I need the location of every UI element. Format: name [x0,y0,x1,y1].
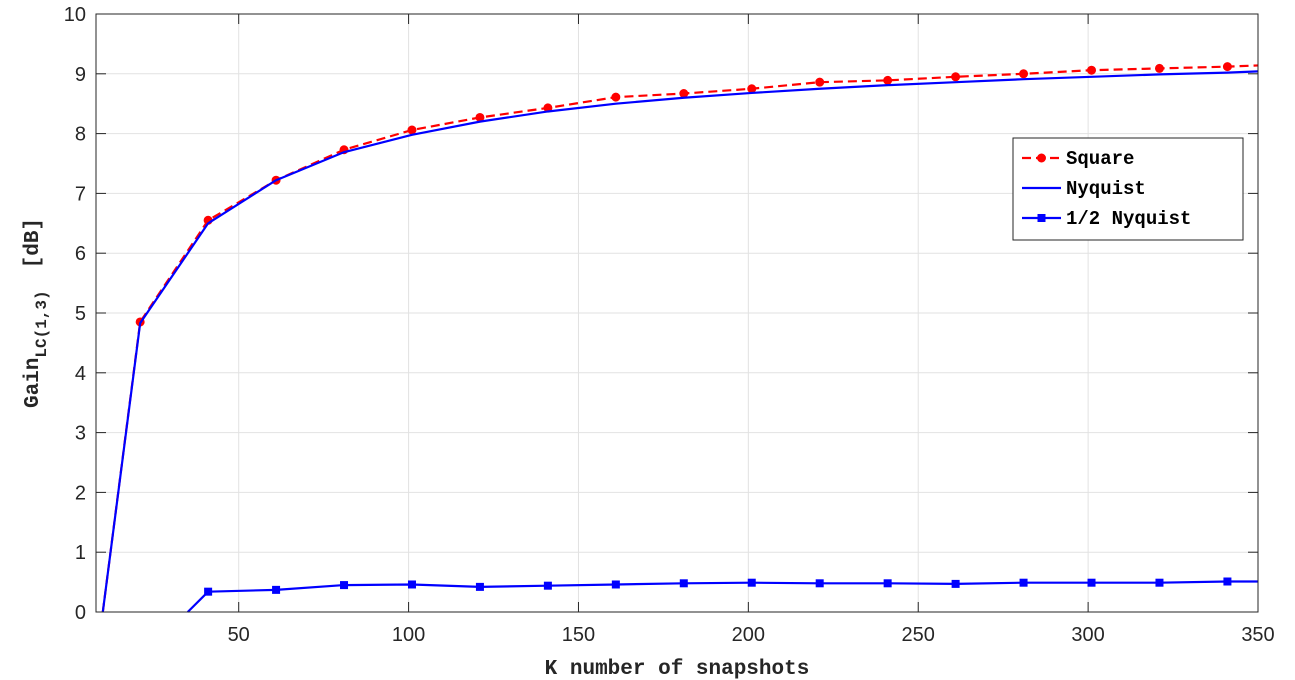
x-tick-label: 50 [228,624,250,646]
data-point-1-2-nyquist [679,579,688,588]
data-point-1-2-nyquist [407,580,416,589]
legend-label-1-2-nyquist: 1/2 Nyquist [1066,208,1191,230]
legend-item-nyquist: Nyquist [1022,178,1146,200]
data-point-square [883,75,893,85]
data-point-1-2-nyquist [747,578,756,587]
data-point-square [611,92,621,102]
data-point-square [1222,62,1232,72]
series-1-2-nyquist [186,577,1258,613]
data-point-1-2-nyquist [815,579,824,588]
data-point-1-2-nyquist [475,582,484,591]
y-tick-label: 6 [75,243,86,265]
y-axis-label-unit: [dB] [22,218,45,268]
x-axis-label: K number of snapshots [545,658,810,680]
data-point-square [1087,65,1097,75]
data-point-square [747,84,757,94]
legend-marker-square [1037,153,1046,163]
x-tick-label: 200 [732,624,765,646]
series-line-1-2-nyquist [186,580,1258,613]
legend-label-nyquist: Nyquist [1066,178,1146,200]
y-axis-label: GainLC(1,3) [dB] [22,218,51,408]
legend-item-1-2-nyquist: 1/2 Nyquist [1022,208,1191,230]
x-tick-label: 250 [902,624,935,646]
x-tick-label: 300 [1071,624,1104,646]
y-tick-label: 1 [75,542,86,564]
y-tick-label: 3 [75,423,86,445]
data-point-1-2-nyquist [1223,577,1232,586]
data-point-square [1154,63,1164,73]
data-point-1-2-nyquist [1019,578,1028,587]
legend: Square Nyquist 1/2 Nyquist [1012,137,1244,241]
y-tick-label: 2 [75,482,86,504]
y-tick-label: 9 [75,64,86,86]
legend-marker-1-2-nyquist [1037,214,1046,222]
data-point-square [407,125,417,135]
data-point-1-2-nyquist [1087,578,1096,587]
axis-ticks: 50 100 150 200 250 300 350 0 1 2 3 4 5 6 7 8 9 10 [64,4,1275,646]
y-tick-label: 7 [75,183,86,205]
data-point-1-2-nyquist [272,585,281,594]
x-tick-label: 100 [392,624,425,646]
y-tick-label: 0 [75,602,86,624]
data-point-1-2-nyquist [204,587,213,596]
legend-label-square: Square [1066,148,1134,170]
y-axis-label-main: Gain [22,358,45,408]
series-group [101,62,1259,613]
data-point-square [815,77,825,87]
data-point-1-2-nyquist [951,579,960,588]
y-tick-label: 4 [75,363,86,385]
x-tick-label: 350 [1241,624,1274,646]
series-line-nyquist [101,70,1259,613]
data-point-1-2-nyquist [883,579,892,588]
y-tick-label: 8 [75,124,86,146]
y-tick-label: 10 [64,4,86,26]
data-point-1-2-nyquist [543,581,552,590]
data-point-square [951,72,961,82]
data-point-square [679,89,689,99]
data-point-1-2-nyquist [1155,578,1164,587]
x-tick-label: 150 [562,624,595,646]
y-axis-label-subscript: LC(1,3) [33,290,51,357]
data-point-1-2-nyquist [340,581,349,590]
legend-item-square: Square [1022,148,1134,170]
series-nyquist [101,70,1259,613]
y-tick-label: 5 [75,303,86,325]
data-point-1-2-nyquist [611,580,620,589]
data-point-square [1019,69,1029,79]
